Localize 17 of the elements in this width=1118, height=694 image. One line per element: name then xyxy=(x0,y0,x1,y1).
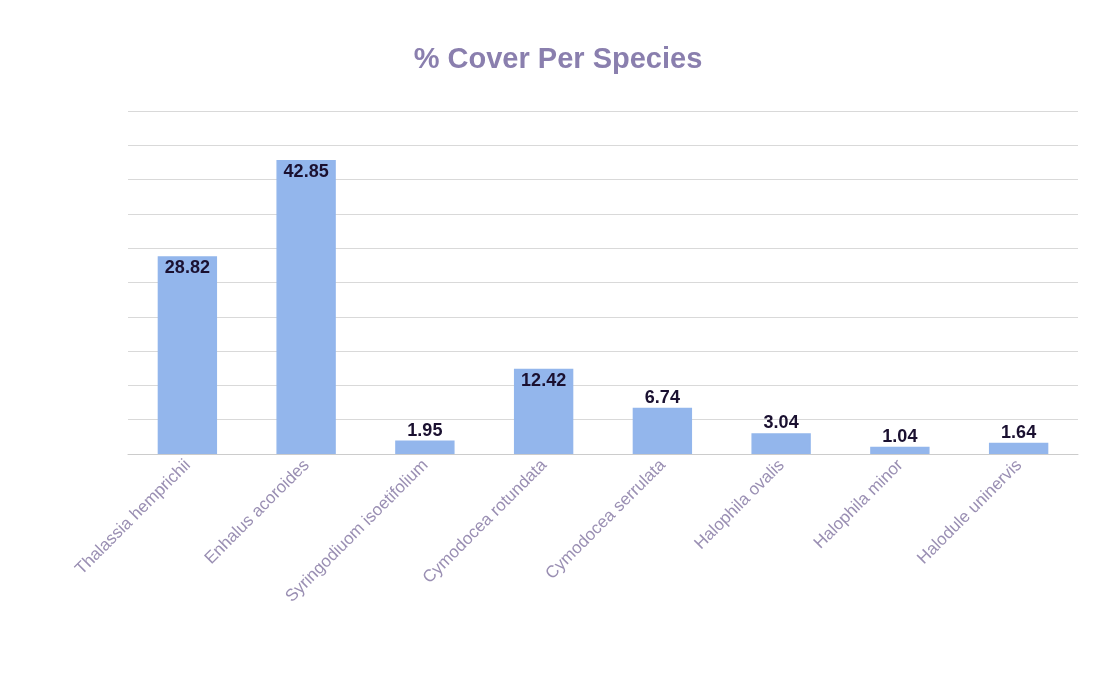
bar xyxy=(988,442,1049,454)
bar xyxy=(276,160,336,454)
chart-title: % Cover Per Species xyxy=(413,41,703,74)
bar xyxy=(513,368,574,454)
bar xyxy=(751,433,811,454)
data-label: 1.95 xyxy=(407,419,443,440)
bar xyxy=(870,446,930,454)
data-label: 42.85 xyxy=(283,161,329,182)
data-label: 6.74 xyxy=(644,386,680,407)
data-label: 1.04 xyxy=(882,425,918,446)
bar xyxy=(157,256,218,454)
bar xyxy=(632,407,693,454)
data-label: 12.42 xyxy=(521,369,567,390)
data-label: 3.04 xyxy=(763,412,799,433)
bar xyxy=(395,440,455,454)
data-label: 1.64 xyxy=(1001,421,1037,442)
data-label: 28.82 xyxy=(164,257,210,278)
